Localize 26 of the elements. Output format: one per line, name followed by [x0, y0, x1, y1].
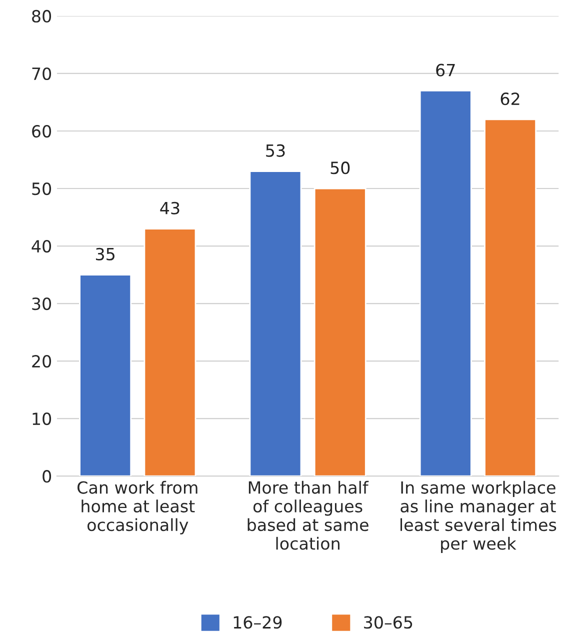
- bar: [419, 90, 472, 476]
- y-tick-label: 80: [32, 10, 52, 23]
- y-tick-label: 30: [32, 297, 52, 310]
- data-label: 67: [436, 64, 455, 76]
- bar: [144, 228, 196, 476]
- y-tick-label: 50: [32, 182, 52, 196]
- x-tick-label: In same workplace as line manager at least several times per week: [400, 480, 556, 554]
- bar: [314, 188, 366, 476]
- x-tick-label: Can work from home at least occasionally: [78, 480, 198, 534]
- legend-label: 16–29: [234, 616, 282, 629]
- y-tick-label: 0: [42, 470, 52, 483]
- y-tick-label: 20: [32, 354, 52, 368]
- data-label: 43: [160, 202, 180, 214]
- legend-label: 30–65: [364, 616, 412, 629]
- bar: [79, 274, 132, 476]
- x-tick-label: More than half of colleagues based at same location: [248, 480, 369, 550]
- y-tick-label: 40: [32, 240, 52, 253]
- y-tick-label: 70: [32, 67, 52, 80]
- data-label: 50: [330, 162, 350, 174]
- data-label: 62: [500, 92, 520, 106]
- y-tick-label: 10: [32, 412, 52, 426]
- bar: [484, 118, 536, 476]
- data-label: 35: [96, 248, 114, 260]
- data-label: 53: [266, 144, 285, 157]
- y-tick-label: 60: [32, 124, 52, 138]
- bar: [249, 170, 302, 476]
